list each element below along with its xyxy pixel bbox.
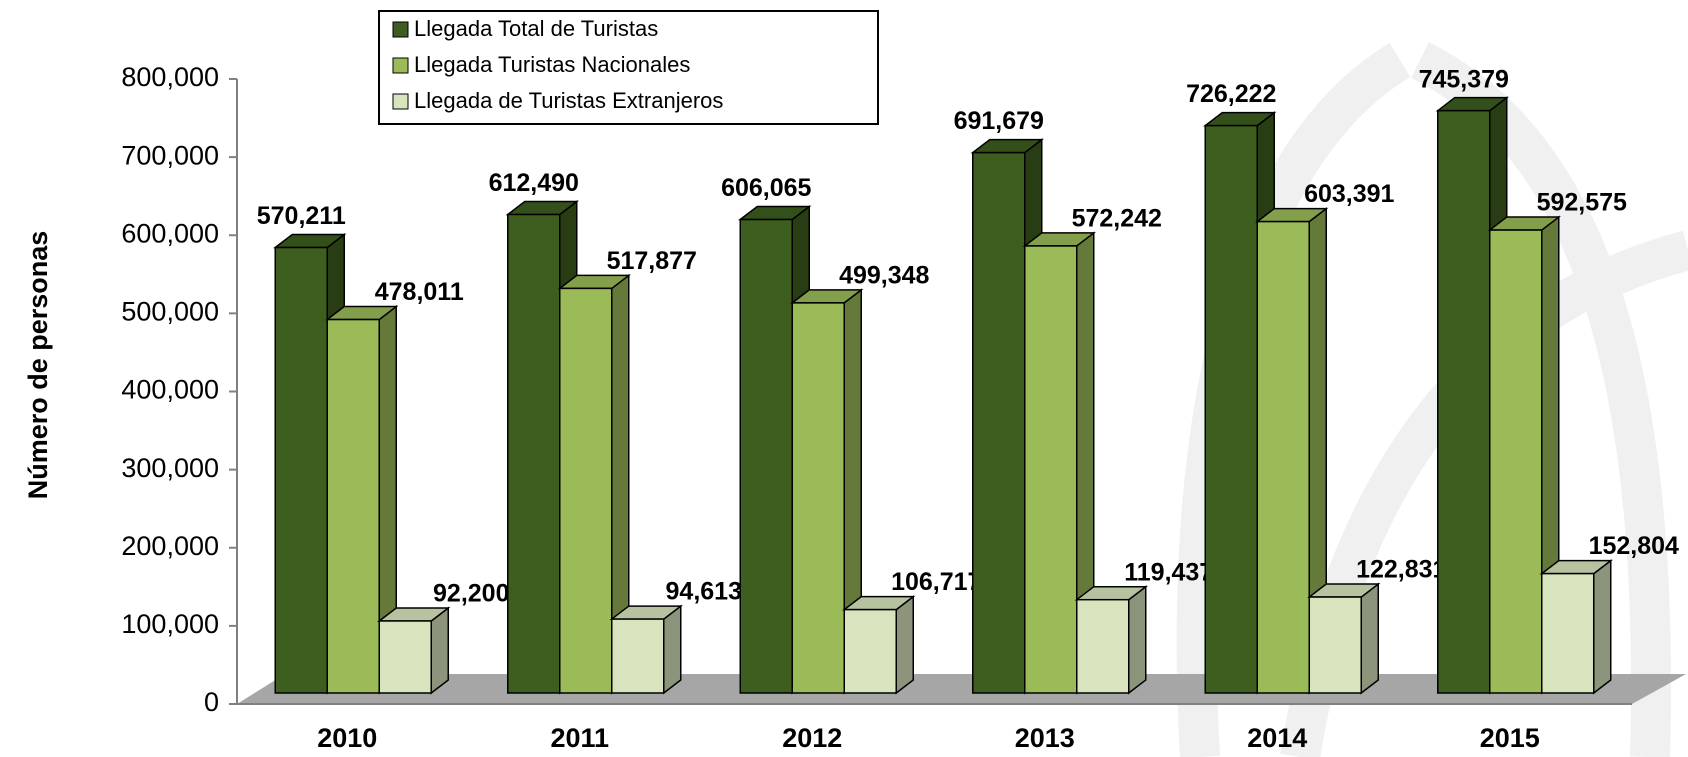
bar — [790, 288, 864, 695]
x-tick-label: 2013 — [1015, 723, 1075, 753]
bar-front — [972, 151, 1026, 694]
y-tick-label: 0 — [204, 687, 219, 717]
y-tick-label: 100,000 — [121, 609, 219, 639]
legend-label: Llegada Turistas Nacionales — [414, 52, 690, 77]
y-tick-label: 400,000 — [121, 375, 219, 405]
y-tick-label: 300,000 — [121, 453, 219, 483]
bar — [325, 305, 399, 695]
y-tick-label: 200,000 — [121, 531, 219, 561]
bar-front — [559, 287, 613, 694]
legend-label: Llegada de Turistas Extranjeros — [414, 88, 723, 113]
bar-front — [843, 608, 897, 694]
legend: Llegada Total de Turistas Llegada Turista… — [378, 10, 879, 125]
value-label: 106,717 — [891, 568, 981, 596]
value-label: 745,379 — [1419, 65, 1509, 93]
bar-front — [1204, 124, 1258, 694]
value-label: 570,211 — [257, 202, 346, 230]
x-tick-label: 2015 — [1480, 723, 1540, 753]
value-label: 499,348 — [839, 261, 929, 289]
bar-front — [507, 213, 561, 694]
bar-front — [378, 620, 432, 694]
bar-front — [1489, 229, 1543, 694]
value-label: 572,242 — [1072, 205, 1162, 233]
bar — [1022, 231, 1096, 695]
y-tick-label: 500,000 — [121, 297, 219, 327]
y-tick-label: 600,000 — [121, 218, 219, 248]
bar — [1539, 559, 1613, 695]
legend-swatch — [392, 21, 409, 38]
bar — [1307, 582, 1381, 695]
value-label: 92,200 — [433, 580, 509, 608]
legend-box — [378, 10, 879, 125]
value-label: 152,804 — [1589, 532, 1679, 560]
legend-swatch — [392, 57, 409, 74]
value-label: 119,437 — [1124, 558, 1213, 586]
bar-front — [1308, 596, 1362, 694]
value-label: 603,391 — [1304, 180, 1394, 208]
value-label: 94,613 — [666, 578, 742, 606]
bar-front — [739, 218, 793, 694]
legend-swatch — [392, 93, 409, 110]
bar-side — [895, 595, 914, 695]
y-axis-label: Número de personas — [23, 231, 53, 500]
bar — [609, 604, 683, 695]
bar-front — [611, 618, 665, 694]
value-label: 606,065 — [721, 174, 811, 202]
bar-side — [1593, 559, 1612, 695]
bar-front — [791, 302, 845, 694]
value-label: 726,222 — [1186, 80, 1276, 108]
x-tick-label: 2014 — [1247, 723, 1307, 753]
bar-front — [1076, 598, 1130, 694]
bar-side — [1128, 585, 1147, 695]
value-label: 612,490 — [489, 169, 579, 197]
x-tick-label: 2011 — [550, 723, 609, 753]
x-tick-label: 2012 — [782, 723, 842, 753]
value-label: 517,877 — [607, 247, 697, 275]
bar-front — [1541, 572, 1595, 694]
bar — [377, 606, 451, 695]
y-tick-label: 700,000 — [121, 140, 219, 170]
bar-side — [1360, 582, 1379, 695]
y-tick-label: 800,000 — [121, 62, 219, 92]
bar-front — [274, 246, 328, 694]
value-label: 691,679 — [954, 107, 1044, 135]
bar — [842, 595, 916, 695]
bar-side — [663, 604, 682, 695]
x-tick-label: 2010 — [317, 723, 377, 753]
bar-front — [326, 318, 380, 694]
bar-front — [1437, 109, 1491, 694]
bar — [557, 273, 631, 695]
value-label: 478,011 — [375, 278, 464, 306]
legend-label: Llegada Total de Turistas — [414, 16, 658, 41]
bar-front — [1024, 245, 1078, 694]
bar — [1074, 585, 1148, 695]
value-label: 592,575 — [1537, 189, 1627, 217]
bar-front — [1256, 220, 1310, 694]
bar-side — [430, 606, 449, 695]
value-label: 122,831 — [1356, 556, 1446, 584]
